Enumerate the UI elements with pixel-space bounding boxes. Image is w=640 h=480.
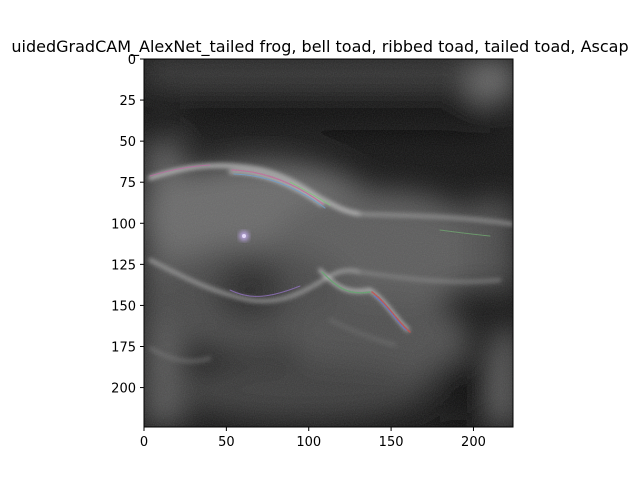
x-tick-label: 0	[140, 435, 148, 450]
y-tick-label: 25	[119, 94, 136, 109]
x-tick-label: 100	[296, 435, 321, 450]
y-tick-label: 200	[111, 382, 136, 397]
y-tick-label: 75	[119, 176, 136, 191]
gradcam-image	[144, 59, 513, 427]
x-axis-ticks: 0 50 100 150 200	[140, 427, 486, 450]
y-tick-label: 50	[119, 135, 136, 150]
y-tick-label: 100	[111, 217, 136, 232]
y-tick-label: 125	[111, 258, 136, 273]
y-tick-label: 0	[128, 53, 136, 68]
x-tick-label: 50	[218, 435, 235, 450]
y-tick-label: 175	[111, 341, 136, 356]
plot-title: uidedGradCAM_AlexNet_tailed frog, bell t…	[11, 37, 628, 57]
y-tick-label: 150	[111, 299, 136, 314]
plot-frame	[143, 58, 514, 428]
x-tick-label: 200	[461, 435, 486, 450]
y-axis-ticks: 0 25 50 75 100 125 150 175 200	[111, 53, 144, 397]
x-tick-label: 150	[379, 435, 404, 450]
